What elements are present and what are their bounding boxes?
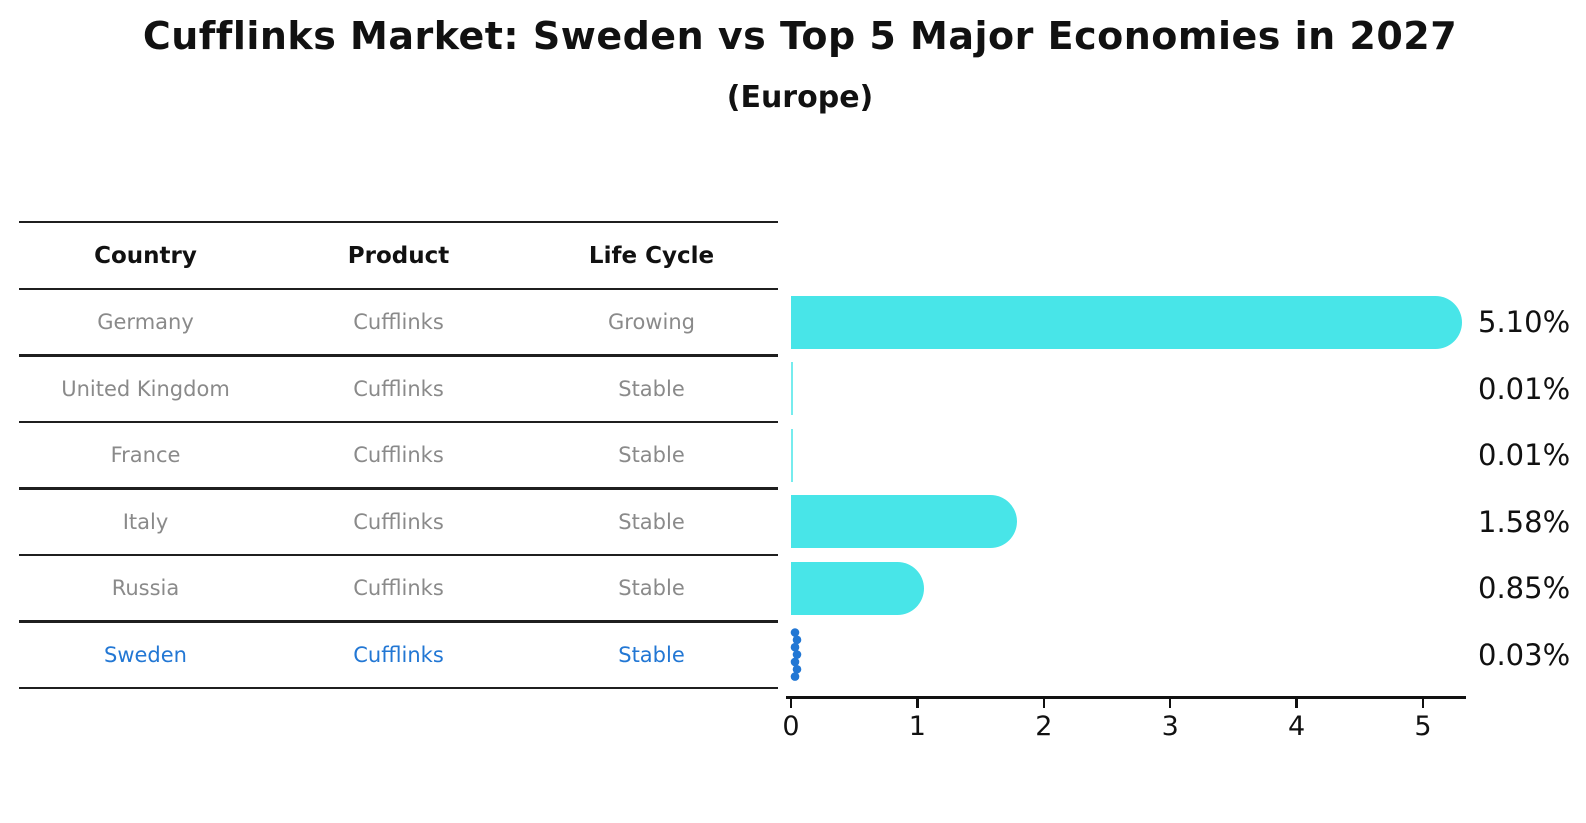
bar-value-label: 0.85%: [1478, 571, 1571, 606]
bar-value-label: 1.58%: [1478, 504, 1571, 539]
x-axis-tick: [1295, 698, 1298, 708]
table-line: [19, 686, 778, 690]
table-row: France Cufflinks Stable: [19, 422, 778, 489]
table-row: United Kingdom Cufflinks Stable: [19, 356, 778, 423]
table-line: [19, 420, 778, 424]
table-row: Italy Cufflinks Stable: [19, 489, 778, 556]
x-axis-line: [786, 695, 1466, 699]
figure-subtitle: (Europe): [726, 80, 874, 115]
x-axis-tick: [1421, 698, 1425, 708]
table-cell-lifecycle: Stable: [618, 642, 685, 667]
x-axis-tick-label: 1: [908, 710, 926, 742]
table-cell-country: France: [110, 443, 181, 468]
bar: [791, 561, 925, 615]
table-header-lifecycle: Life Cycle: [588, 242, 715, 269]
table-line: [19, 620, 778, 623]
x-axis-tick: [1042, 698, 1046, 708]
table-line: [19, 487, 778, 490]
table-row: Russia Cufflinks Stable: [19, 555, 778, 622]
table-cell-product: Cufflinks: [353, 509, 444, 534]
x-axis-tick-label: 0: [782, 710, 800, 742]
x-axis-tick-label: 5: [1414, 710, 1432, 742]
table-cell-country: Russia: [111, 576, 180, 601]
table-cell-product: Cufflinks: [353, 576, 444, 601]
bar: [791, 428, 793, 482]
bar: [791, 362, 793, 416]
table-line: [19, 354, 778, 357]
table-line: [19, 287, 778, 291]
figure-title: Cufflinks Market: Sweden vs Top 5 Major …: [142, 14, 1458, 58]
bar-value-label: 0.01%: [1478, 371, 1571, 406]
x-axis-tick-label: 4: [1288, 710, 1306, 742]
bar-value-label: 0.03%: [1478, 637, 1571, 672]
bar-value-label: 0.01%: [1478, 438, 1571, 473]
table-cell-country: Italy: [122, 509, 169, 534]
table-line: [19, 220, 778, 224]
table-cell-product: Cufflinks: [353, 642, 444, 667]
table-cell-country: Sweden: [104, 642, 187, 667]
table-cell-lifecycle: Stable: [618, 576, 685, 601]
x-axis-tick: [789, 698, 793, 708]
bar: [791, 495, 1017, 549]
x-axis-tick-label: 2: [1035, 710, 1053, 742]
table-cell-lifecycle: Growing: [608, 310, 695, 335]
bar-highlight: [790, 628, 803, 682]
x-axis-tick: [916, 698, 919, 708]
table-cell-lifecycle: Stable: [618, 509, 685, 534]
table-cell-country: Germany: [97, 310, 194, 335]
table-cell-product: Cufflinks: [353, 310, 444, 335]
table-header-row: Country Product Life Cycle: [19, 222, 778, 289]
table-header-country: Country: [94, 242, 197, 269]
table-cell-product: Cufflinks: [353, 443, 444, 468]
table-header-product: Product: [347, 242, 450, 269]
table-cell-product: Cufflinks: [353, 376, 444, 401]
table-row: Germany Cufflinks Growing: [19, 289, 778, 356]
bar: [791, 295, 1462, 349]
bar-value-label: 5.10%: [1478, 305, 1571, 340]
x-axis-tick: [1168, 698, 1172, 708]
table-row: Sweden Cufflinks Stable: [19, 622, 778, 689]
highlight-bar-squiggle: [790, 628, 802, 682]
table-cell-lifecycle: Stable: [618, 376, 685, 401]
x-axis-tick-label: 3: [1161, 710, 1179, 742]
table-cell-lifecycle: Stable: [618, 443, 685, 468]
table-line: [19, 553, 778, 557]
table-cell-country: United Kingdom: [61, 376, 230, 401]
